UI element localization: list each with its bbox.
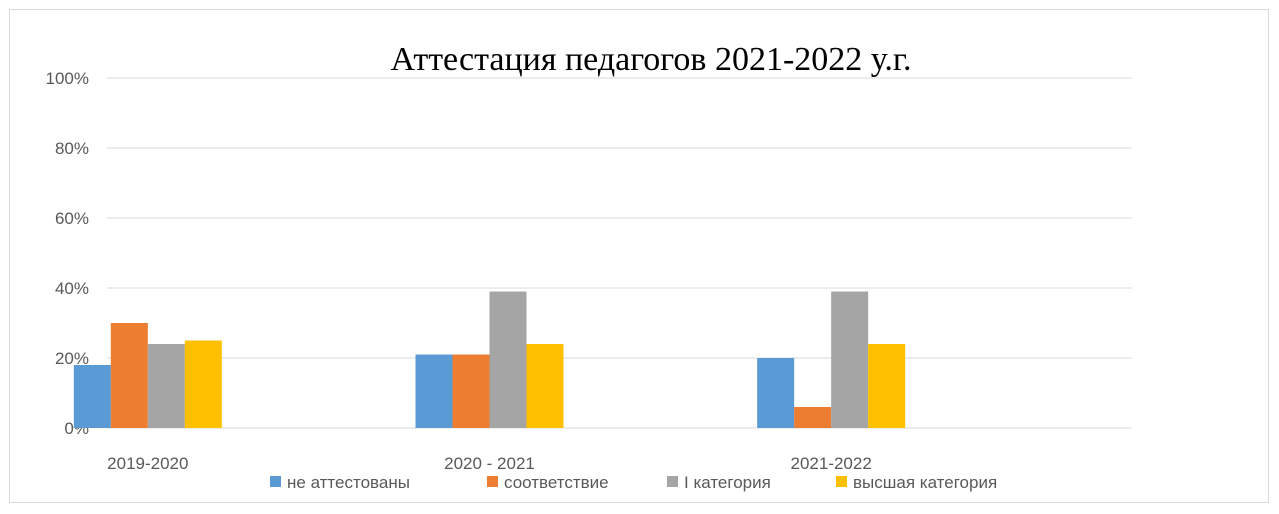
x-category-label: 2021-2022 bbox=[791, 454, 872, 473]
legend-swatch bbox=[270, 476, 281, 487]
x-category-label: 2020 - 2021 bbox=[444, 454, 535, 473]
chart-title: Аттестация педагогов 2021-2022 у.г. bbox=[390, 41, 911, 78]
bar bbox=[831, 291, 869, 428]
legend-swatch bbox=[667, 476, 678, 487]
legend-label: высшая категория bbox=[853, 473, 997, 492]
y-tick-label: 40% bbox=[55, 279, 89, 298]
legend-label: соответствие bbox=[504, 473, 609, 492]
bar bbox=[415, 354, 453, 428]
bar bbox=[489, 291, 527, 428]
bar bbox=[73, 365, 111, 428]
grid-lines bbox=[107, 77, 1132, 429]
x-axis-categories: 2019-2020 2020 - 2021 2021-2022 bbox=[107, 454, 872, 473]
x-category-label: 2019-2020 bbox=[107, 454, 188, 473]
bar bbox=[452, 354, 490, 428]
bar bbox=[794, 407, 832, 428]
bar bbox=[526, 344, 564, 428]
bar bbox=[147, 344, 185, 428]
bar bbox=[868, 344, 906, 428]
y-tick-label: 100% bbox=[46, 69, 89, 88]
legend-swatch bbox=[836, 476, 847, 487]
bar bbox=[757, 358, 795, 428]
y-tick-label: 60% bbox=[55, 209, 89, 228]
y-tick-label: 80% bbox=[55, 139, 89, 158]
bar bbox=[110, 323, 148, 428]
legend-label: I категория bbox=[684, 473, 771, 492]
bars bbox=[73, 291, 906, 428]
legend-label: не аттестованы bbox=[287, 473, 410, 492]
legend-swatch bbox=[487, 476, 498, 487]
y-tick-label: 20% bbox=[55, 349, 89, 368]
bar bbox=[184, 340, 222, 428]
legend: не аттестованы соответствие I категория выс… bbox=[270, 473, 997, 492]
